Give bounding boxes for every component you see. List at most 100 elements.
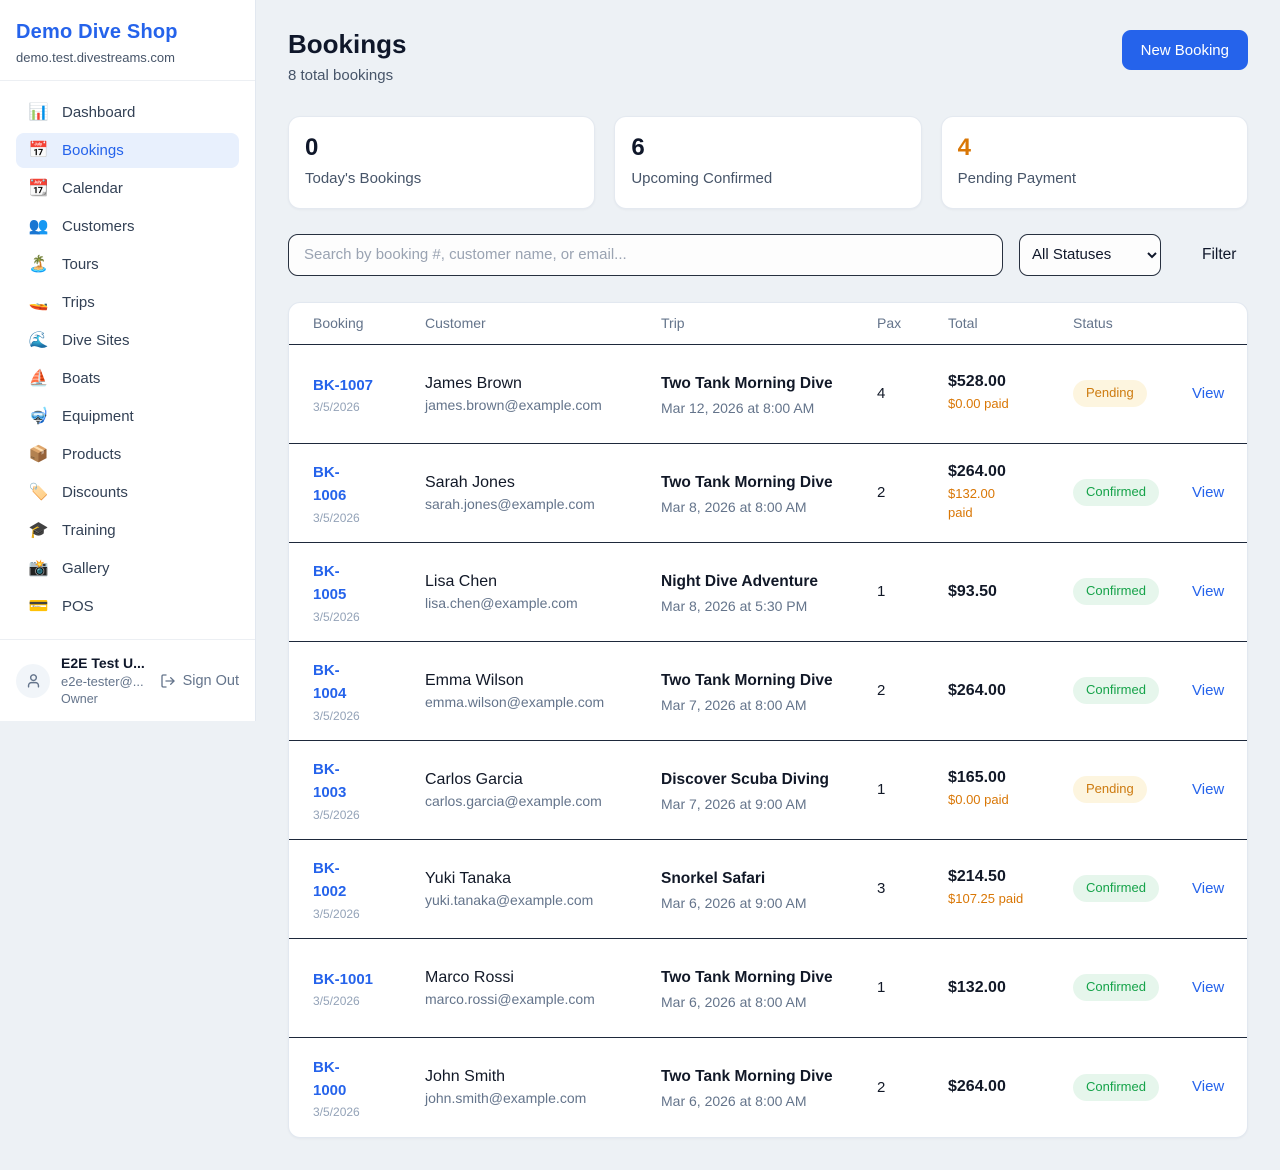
booking-cell: BK-1000 3/5/2026 (313, 1056, 425, 1120)
calendar-icon: 📅 (28, 141, 49, 159)
trip-time: Mar 7, 2026 at 9:00 AM (661, 795, 807, 812)
total-amount: $132.00 (948, 978, 1006, 996)
credit-card-icon: 💳 (28, 597, 49, 615)
sign-out-button[interactable]: Sign Out (160, 673, 239, 689)
brand-title[interactable]: Demo Dive Shop (16, 21, 178, 43)
view-link[interactable]: View (1192, 582, 1225, 600)
booking-id-link[interactable]: BK-1004 (313, 662, 347, 703)
booking-id-link[interactable]: BK-1000 (313, 1058, 347, 1099)
view-link[interactable]: View (1192, 978, 1225, 996)
booking-date: 3/5/2026 (313, 994, 360, 1009)
bar-chart-icon: 📊 (28, 103, 49, 121)
camera-icon: 📸 (28, 559, 49, 577)
view-link[interactable]: View (1192, 879, 1225, 897)
customer-name: Marco Rossi (425, 968, 514, 986)
trip-name: Snorkel Safari (661, 869, 766, 887)
customer-cell: John Smith john.smith@example.com (425, 1068, 661, 1106)
booking-id-link[interactable]: BK-1006 (313, 464, 347, 505)
user-box: E2E Test U... e2e-tester@... Owner Sign … (0, 639, 255, 721)
booking-date: 3/5/2026 (313, 906, 360, 921)
table-row: BK-1002 3/5/2026 Yuki Tanaka yuki.tanaka… (289, 840, 1247, 939)
page-subtitle: 8 total bookings (288, 66, 394, 84)
sidebar-item-tours[interactable]: 🏝️ Tours (16, 247, 239, 282)
table-row: BK-1004 3/5/2026 Emma Wilson emma.wilson… (289, 642, 1247, 741)
package-icon: 📦 (28, 445, 49, 463)
booking-id-link[interactable]: BK-1007 (313, 376, 374, 394)
view-link[interactable]: View (1192, 681, 1225, 699)
view-link[interactable]: View (1192, 384, 1225, 402)
search-input[interactable] (288, 233, 1003, 276)
sidebar-item-label: Customers (62, 218, 135, 235)
sidebar-item-calendar[interactable]: 📆 Calendar (16, 171, 239, 206)
booking-id-link[interactable]: BK-1001 (313, 970, 374, 988)
filter-button[interactable]: Filter (1196, 245, 1242, 265)
status-filter-select[interactable]: All Statuses (1019, 233, 1161, 276)
trip-cell: Night Dive Adventure Mar 8, 2026 at 5:30… (661, 570, 877, 614)
new-booking-button[interactable]: New Booking (1121, 30, 1248, 70)
booking-date: 3/5/2026 (313, 400, 360, 415)
sidebar-item-training[interactable]: 🎓 Training (16, 513, 239, 548)
status-badge: Confirmed (1073, 578, 1159, 606)
customer-email: marco.rossi@example.com (425, 990, 595, 1007)
booking-cell: BK-1003 3/5/2026 (313, 758, 425, 822)
sidebar-item-bookings[interactable]: 📅 Bookings (16, 133, 239, 168)
sidebar-item-boats[interactable]: ⛵ Boats (16, 361, 239, 396)
sidebar-item-gallery[interactable]: 📸 Gallery (16, 551, 239, 586)
stat-card-pending-payment: 4 Pending Payment (940, 115, 1248, 209)
view-link[interactable]: View (1192, 483, 1225, 501)
sidebar-item-label: Boats (62, 370, 101, 387)
stats-row: 0 Today's Bookings 6 Upcoming Confirmed … (288, 115, 1248, 209)
trip-name: Two Tank Morning Dive (661, 671, 833, 689)
paid-amount: $0.00 paid (948, 792, 1009, 808)
stat-label: Upcoming Confirmed (631, 169, 773, 187)
total-amount: $165.00 (948, 769, 1006, 787)
pax-cell: 2 (877, 484, 886, 502)
action-cell: View (1192, 682, 1224, 700)
customer-cell: Lisa Chen lisa.chen@example.com (425, 573, 661, 611)
booking-id-link[interactable]: BK-1002 (313, 860, 347, 901)
sidebar-item-label: Bookings (62, 142, 124, 159)
stat-value: 4 (957, 133, 972, 161)
column-header-total: Total (948, 315, 978, 332)
sidebar-item-products[interactable]: 📦 Products (16, 437, 239, 472)
sidebar-item-customers[interactable]: 👥 Customers (16, 209, 239, 244)
sidebar-item-dashboard[interactable]: 📊 Dashboard (16, 95, 239, 130)
table-row: BK-1007 3/5/2026 James Brown james.brown… (289, 345, 1247, 444)
trip-name: Discover Scuba Diving (661, 770, 829, 788)
sidebar-item-label: POS (62, 598, 94, 615)
total-cell: $264.00 $132.00 paid (948, 463, 1073, 523)
customer-name: Lisa Chen (425, 572, 498, 590)
pax-cell: 1 (877, 781, 886, 799)
trip-time: Mar 12, 2026 at 8:00 AM (661, 399, 815, 416)
sidebar-item-pos[interactable]: 💳 POS (16, 589, 239, 624)
status-cell: Confirmed (1073, 578, 1192, 606)
paid-amount: $107.25 paid (948, 891, 1024, 907)
booking-id-link[interactable]: BK-1005 (313, 563, 347, 604)
view-link[interactable]: View (1192, 780, 1225, 798)
trip-time: Mar 8, 2026 at 5:30 PM (661, 597, 808, 614)
view-link[interactable]: View (1192, 1078, 1225, 1096)
customer-cell: Yuki Tanaka yuki.tanaka@example.com (425, 870, 661, 908)
table-row: BK-1001 3/5/2026 Marco Rossi marco.rossi… (289, 939, 1247, 1038)
sidebar-item-dive-sites[interactable]: 🌊 Dive Sites (16, 323, 239, 358)
sidebar-item-trips[interactable]: 🚤 Trips (16, 285, 239, 320)
trip-cell: Two Tank Morning Dive Mar 6, 2026 at 8:0… (661, 966, 877, 1010)
booking-date: 3/5/2026 (313, 609, 360, 624)
logout-icon (160, 673, 175, 688)
action-cell: View (1192, 484, 1224, 502)
bookings-table: Booking Customer Trip Pax Total Status BK-100… (288, 301, 1248, 1138)
stat-card-upcoming-confirmed: 6 Upcoming Confirmed (614, 115, 922, 209)
sidebar-item-label: Tours (62, 256, 99, 273)
status-badge: Confirmed (1073, 974, 1159, 1002)
people-icon: 👥 (28, 217, 49, 235)
table-header-row: Booking Customer Trip Pax Total Status (289, 303, 1247, 345)
table-row: BK-1005 3/5/2026 Lisa Chen lisa.chen@exa… (289, 543, 1247, 642)
user-name: E2E Test U... (61, 655, 145, 671)
stat-value: 0 (305, 133, 319, 161)
total-amount: $214.50 (948, 868, 1006, 886)
sidebar-item-discounts[interactable]: 🏷️ Discounts (16, 475, 239, 510)
total-cell: $132.00 (948, 979, 1073, 997)
brand-domain: demo.test.divestreams.com (16, 50, 175, 65)
sidebar-item-equipment[interactable]: 🤿 Equipment (16, 399, 239, 434)
booking-id-link[interactable]: BK-1003 (313, 761, 347, 802)
